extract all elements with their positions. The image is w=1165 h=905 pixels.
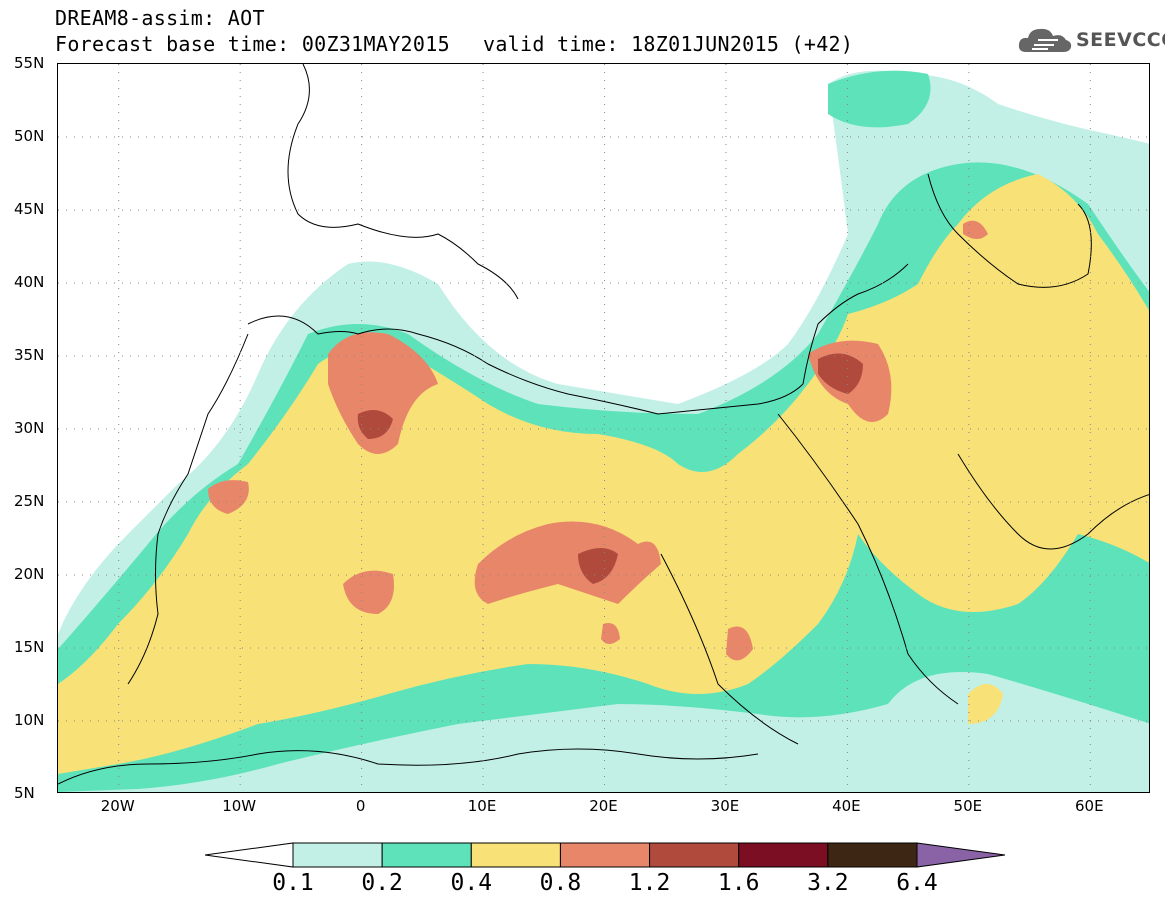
colorbar-level-label: 0.1	[272, 870, 314, 896]
cloud-icon	[1018, 28, 1072, 52]
lon-label: 10W	[222, 797, 257, 815]
seevccc-logo: SEEVCCC	[1018, 26, 1165, 54]
graticule	[58, 64, 1149, 792]
colorbar-box	[738, 842, 829, 868]
lon-label: 10E	[467, 797, 497, 815]
colorbar-level-label: 0.4	[450, 870, 493, 896]
lat-label: 20N	[14, 565, 45, 583]
coastlines	[58, 64, 1149, 785]
lon-label: 20W	[100, 797, 135, 815]
aot-map	[57, 63, 1150, 793]
lat-label: 5N	[14, 784, 35, 802]
colorbar-box	[649, 842, 740, 868]
lon-label: 40E	[832, 797, 861, 815]
lat-label: 35N	[14, 346, 45, 364]
forecast-base-time: Forecast base time: 00Z31MAY2015	[55, 32, 450, 56]
aot-band-1.2	[357, 353, 863, 584]
colorbar	[205, 842, 1005, 868]
colorbar-level-label: 6.4	[896, 870, 938, 896]
logo-text: SEEVCCC	[1076, 29, 1165, 51]
lon-label: 60E	[1074, 797, 1104, 815]
colorbar-level-label: 0.2	[361, 870, 403, 896]
lon-label: 20E	[589, 797, 618, 815]
lat-label: 25N	[14, 492, 45, 510]
colorbar-high-arrow	[916, 842, 1005, 868]
colorbar-box	[827, 842, 918, 868]
lat-label: 30N	[14, 419, 45, 437]
lat-label: 50N	[14, 127, 45, 145]
lat-label: 45N	[14, 200, 45, 218]
lat-label: 10N	[14, 711, 45, 729]
aot-band-0.4	[58, 174, 1149, 774]
colorbar-box	[559, 842, 651, 868]
colorbar-level-label: 3.2	[807, 870, 849, 896]
lon-label: 50E	[953, 797, 983, 815]
colorbar-level-label: 1.2	[628, 870, 671, 896]
colorbar-low-arrow	[205, 842, 294, 868]
lat-label: 15N	[14, 638, 45, 656]
colorbar-box	[381, 842, 472, 868]
map-title: DREAM8-assim: AOT	[55, 6, 265, 30]
valid-time: valid time: 18Z01JUN2015 (+42)	[483, 32, 854, 56]
lon-label: 0	[355, 797, 366, 815]
colorbar-box	[292, 842, 383, 868]
map-canvas	[58, 64, 1149, 792]
lat-label: 55N	[14, 54, 45, 72]
colorbar-level-label: 1.6	[717, 870, 760, 896]
colorbar-level-label: 0.8	[539, 870, 582, 896]
lat-label: 40N	[14, 273, 45, 291]
colorbar-box	[470, 842, 561, 868]
lon-label: 30E	[710, 797, 740, 815]
